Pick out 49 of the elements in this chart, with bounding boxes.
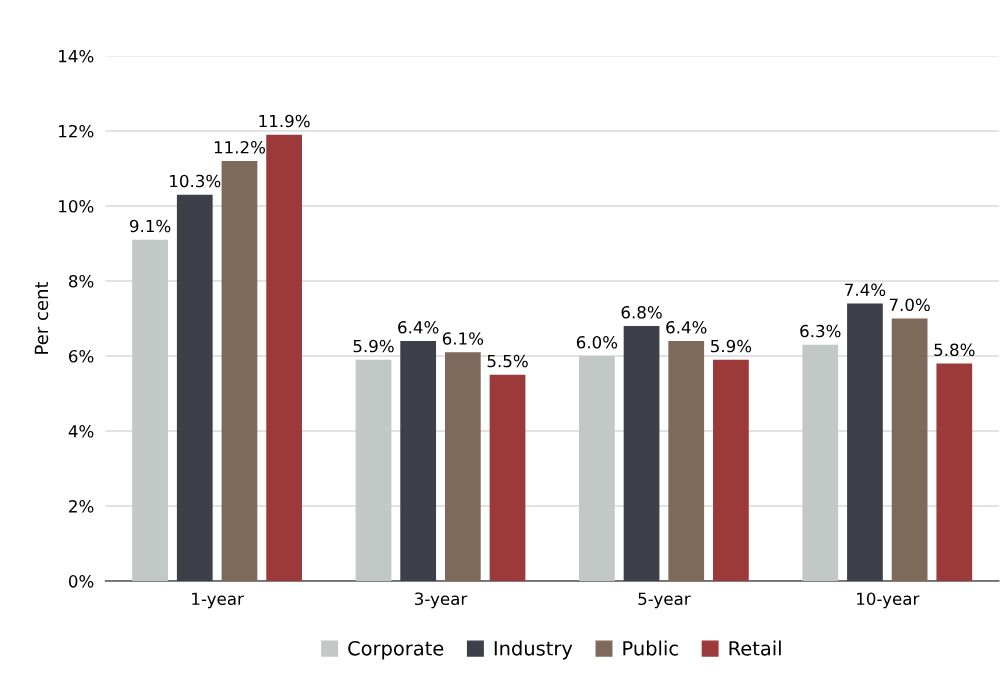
data-label: 6.0% bbox=[576, 336, 618, 349]
bar bbox=[489, 374, 526, 582]
bar bbox=[936, 363, 973, 582]
data-label: 5.5% bbox=[487, 354, 528, 368]
data-label: 9.1% bbox=[129, 219, 171, 233]
y-tick-label: 6% bbox=[69, 349, 94, 363]
legend-label: Corporate bbox=[348, 640, 444, 660]
data-label: 5.9% bbox=[353, 339, 394, 353]
bar bbox=[132, 239, 168, 582]
legend-label: Public bbox=[623, 640, 678, 656]
data-label: 6.4% bbox=[666, 321, 707, 334]
data-label: 7.4% bbox=[845, 283, 886, 297]
x-tick-label: 5-year bbox=[638, 592, 691, 609]
x-tick-label: 3-year bbox=[415, 592, 468, 609]
bar bbox=[266, 134, 302, 582]
legend-label: Retail bbox=[729, 640, 781, 656]
data-label: 11.9% bbox=[259, 114, 310, 128]
bar bbox=[176, 194, 213, 582]
data-label: 5.9% bbox=[711, 339, 752, 353]
bar bbox=[579, 356, 615, 582]
legend-label: Industry bbox=[494, 640, 573, 660]
y-tick-label: 4% bbox=[68, 424, 94, 438]
y-tick-label: 0% bbox=[68, 575, 94, 588]
bar bbox=[400, 341, 437, 582]
y-tick-label: 14% bbox=[59, 49, 94, 63]
data-label: 5.8% bbox=[934, 343, 975, 357]
bar bbox=[444, 352, 481, 582]
data-label: 11.2% bbox=[214, 140, 266, 154]
bar bbox=[891, 318, 928, 582]
bar bbox=[221, 160, 258, 582]
bar bbox=[623, 326, 660, 582]
bar bbox=[802, 344, 839, 582]
bar bbox=[355, 359, 392, 582]
data-label: 6.8% bbox=[621, 305, 662, 319]
data-label: 6.4% bbox=[398, 321, 439, 334]
y-axis-title: Per cent bbox=[34, 281, 49, 354]
bar bbox=[668, 341, 705, 582]
y-tick-label: 10% bbox=[59, 199, 94, 213]
bar bbox=[847, 303, 883, 582]
x-tick-label: 1-year bbox=[192, 592, 244, 609]
y-tick-label: 2% bbox=[69, 500, 94, 513]
data-label: 10.3% bbox=[170, 174, 221, 188]
data-label: 6.3% bbox=[800, 324, 841, 338]
y-tick-label: 12% bbox=[59, 124, 94, 138]
bar bbox=[713, 359, 749, 582]
x-tick-label: 10-year bbox=[857, 592, 920, 609]
data-label: 6.1% bbox=[442, 332, 484, 345]
data-label: 7.0% bbox=[889, 298, 930, 312]
y-tick-label: 8% bbox=[69, 274, 94, 288]
